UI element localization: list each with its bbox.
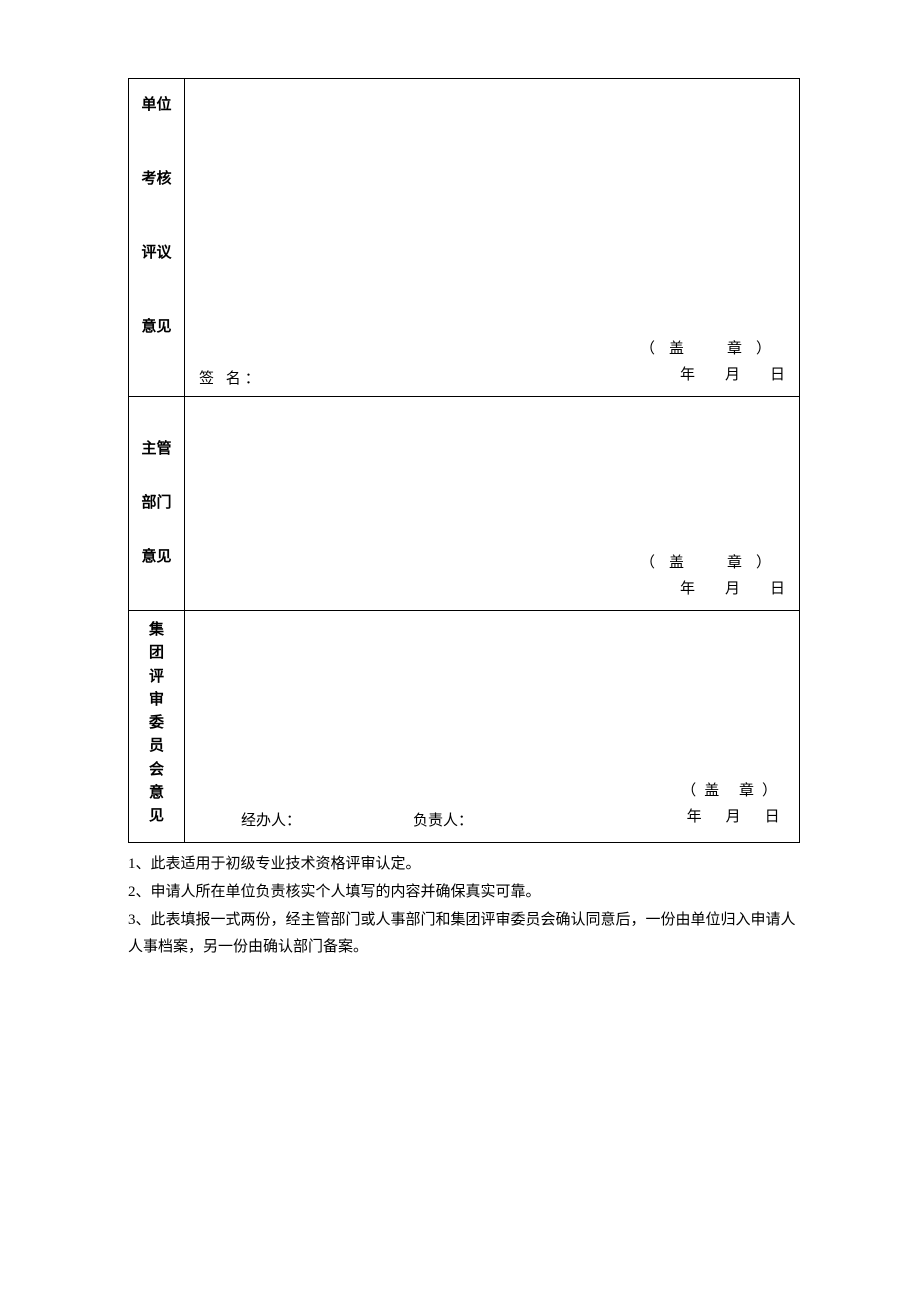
- unit-review-row: 单位 考核 评议 意见 （盖 章） 年月日 签 名：: [129, 79, 800, 397]
- seal-date-block: （盖 章） 年月日: [681, 779, 785, 830]
- year-label: 年: [680, 577, 695, 603]
- label-text: 部门: [137, 491, 176, 515]
- signature-line: 签 名：: [199, 367, 785, 388]
- unit-review-label-cell: 单位 考核 评议 意见: [129, 79, 185, 397]
- label-char: 员: [137, 735, 176, 758]
- label-char: 团: [137, 642, 176, 665]
- label-char: 见: [137, 805, 176, 828]
- group-committee-content-cell: 经办人： 负责人： （盖 章） 年月日: [185, 611, 800, 843]
- day-label: 日: [770, 577, 785, 603]
- handler-label: 经办人：: [241, 809, 301, 830]
- label-text: 意见: [137, 545, 176, 569]
- supervisor-dept-label-cell: 主管 部门 意见: [129, 397, 185, 611]
- label-char: 委: [137, 712, 176, 735]
- seal-text: （盖 章）: [681, 779, 785, 805]
- footnote-2: 2、申请人所在单位负责核实个人填写的内容并确保真实可靠。: [128, 879, 800, 907]
- label-text: 主管: [137, 437, 176, 461]
- month-label: 月: [725, 577, 740, 603]
- group-committee-row: 集 团 评 审 委 员 会 意 见 经办人： 负责人： （盖 章） 年月日: [129, 611, 800, 843]
- approval-form-table: 单位 考核 评议 意见 （盖 章） 年月日 签 名： 主管 部门 意见 （盖 章…: [128, 78, 800, 843]
- label-text: 单位: [137, 93, 176, 117]
- label-char: 集: [137, 619, 176, 642]
- seal-text: （盖 章）: [640, 337, 785, 363]
- label-text: 意见: [137, 315, 176, 339]
- footnote-1: 1、此表适用于初级专业技术资格评审认定。: [128, 851, 800, 879]
- label-text: 评议: [137, 241, 176, 265]
- footnote-3: 3、此表填报一式两份，经主管部门或人事部门和集团评审委员会确认同意后，一份由单位…: [128, 907, 800, 963]
- supervisor-dept-content-cell: （盖 章） 年 月 日: [185, 397, 800, 611]
- date-line: 年月日: [681, 805, 785, 831]
- seal-date-block: （盖 章） 年 月 日: [640, 551, 785, 602]
- day-label: 日: [765, 805, 780, 831]
- label-char: 会: [137, 759, 176, 782]
- footnotes: 1、此表适用于初级专业技术资格评审认定。 2、申请人所在单位负责核实个人填写的内…: [128, 851, 800, 962]
- label-text: 考核: [137, 167, 176, 191]
- unit-review-content-cell: （盖 章） 年月日 签 名：: [185, 79, 800, 397]
- signatures-block: 经办人： 负责人： （盖 章） 年月日: [199, 779, 785, 830]
- supervisor-dept-row: 主管 部门 意见 （盖 章） 年 月 日: [129, 397, 800, 611]
- responsible-label: 负责人：: [413, 809, 473, 830]
- label-char: 审: [137, 689, 176, 712]
- label-char: 评: [137, 666, 176, 689]
- signature-label: 签 名：: [199, 371, 264, 387]
- month-label: 月: [726, 805, 741, 831]
- label-char: 意: [137, 782, 176, 805]
- year-label: 年: [687, 805, 702, 831]
- date-line: 年月日: [640, 577, 785, 603]
- seal-text: （盖 章）: [640, 551, 785, 577]
- group-committee-label-cell: 集 团 评 审 委 员 会 意 见: [129, 611, 185, 843]
